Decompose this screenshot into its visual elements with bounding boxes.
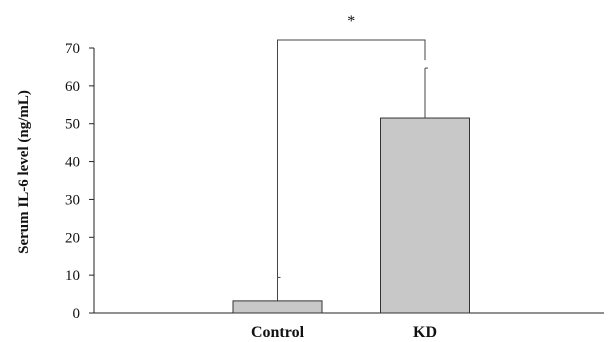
y-tick-label: 60 [65, 79, 80, 95]
y-tick-label: 20 [65, 230, 80, 246]
y-tick-label: 70 [65, 41, 80, 57]
significance-star: * [347, 13, 355, 30]
bar-kd [380, 117, 470, 314]
significance-bracket-line [277, 39, 426, 278]
y-tick-label: 0 [73, 306, 81, 322]
x-axis: Control KD [94, 312, 604, 341]
x-tick-label-kd: KD [413, 324, 437, 341]
y-tick-label: 40 [65, 155, 80, 171]
y-axis-title: Serum IL-6 level (ng/mL) [16, 90, 32, 254]
y-tick-label: 50 [65, 117, 80, 133]
significance-bracket: * [277, 13, 426, 278]
bars [232, 117, 470, 314]
bar-control [232, 300, 323, 314]
y-axis: 0 10 20 30 40 50 60 70 [65, 41, 95, 322]
x-tick-label-control: Control [251, 324, 305, 341]
y-tick-label: 10 [65, 268, 80, 284]
y-tick-label: 30 [65, 192, 80, 208]
